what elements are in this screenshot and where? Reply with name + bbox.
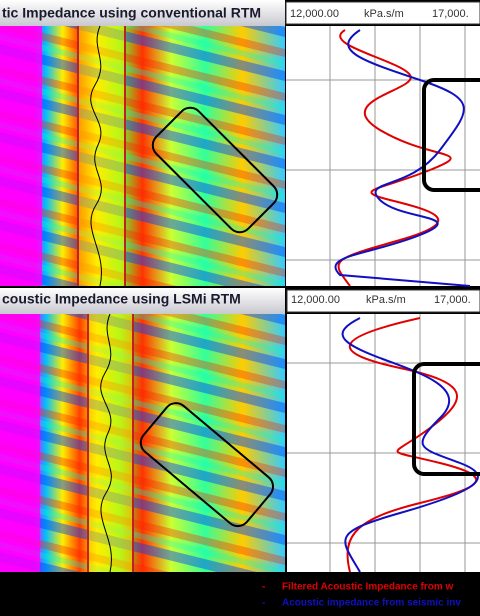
highlight-box <box>139 402 275 528</box>
seismic-bands <box>0 314 285 572</box>
scale-max: 17,000. <box>432 8 469 20</box>
scale-header <box>285 1 480 25</box>
highlight-box <box>422 78 480 192</box>
legend: - Filtered Acoustic Impedance from w - Acou… <box>262 582 461 609</box>
seismic-edge <box>0 26 42 286</box>
panel-title: coustic Impedance using LSMi RTM <box>2 291 241 307</box>
highlight-box <box>412 362 480 476</box>
scale-header <box>286 289 480 313</box>
log-grid <box>286 26 480 286</box>
highlight-box <box>151 106 279 234</box>
panel: coustic Impedance using LSMi RTM 12,000.… <box>0 288 480 573</box>
log-curve <box>337 29 452 287</box>
log-curve <box>346 317 478 573</box>
title-bar <box>0 288 285 314</box>
log-curve <box>341 317 479 573</box>
scale-max: 17,000. <box>434 294 471 306</box>
log-curve <box>334 29 471 287</box>
scale-min: 12,000.00 <box>291 294 340 306</box>
trace <box>90 25 102 287</box>
trace <box>100 313 112 573</box>
scale-min: 12,000.00 <box>290 8 339 20</box>
log-plot <box>287 314 480 572</box>
well-zone <box>78 26 125 286</box>
panel-title: tic Impedance using conventional RTM <box>2 5 261 21</box>
scale-unit: kPa.s/m <box>366 294 406 306</box>
legend-marker: - <box>262 582 265 593</box>
title-bar <box>0 0 285 26</box>
legend-label: Acoustic impedance from seismic inv <box>282 598 461 609</box>
log-grid <box>287 314 480 572</box>
legend-label: Filtered Acoustic Impedance from w <box>282 582 454 593</box>
seismic-bands <box>0 26 285 286</box>
scale-unit: kPa.s/m <box>364 8 404 20</box>
panel: tic Impedance using conventional RTM 12,… <box>0 0 480 287</box>
seismic-edge <box>0 314 40 572</box>
footer <box>0 572 480 616</box>
legend-marker: - <box>262 598 265 609</box>
